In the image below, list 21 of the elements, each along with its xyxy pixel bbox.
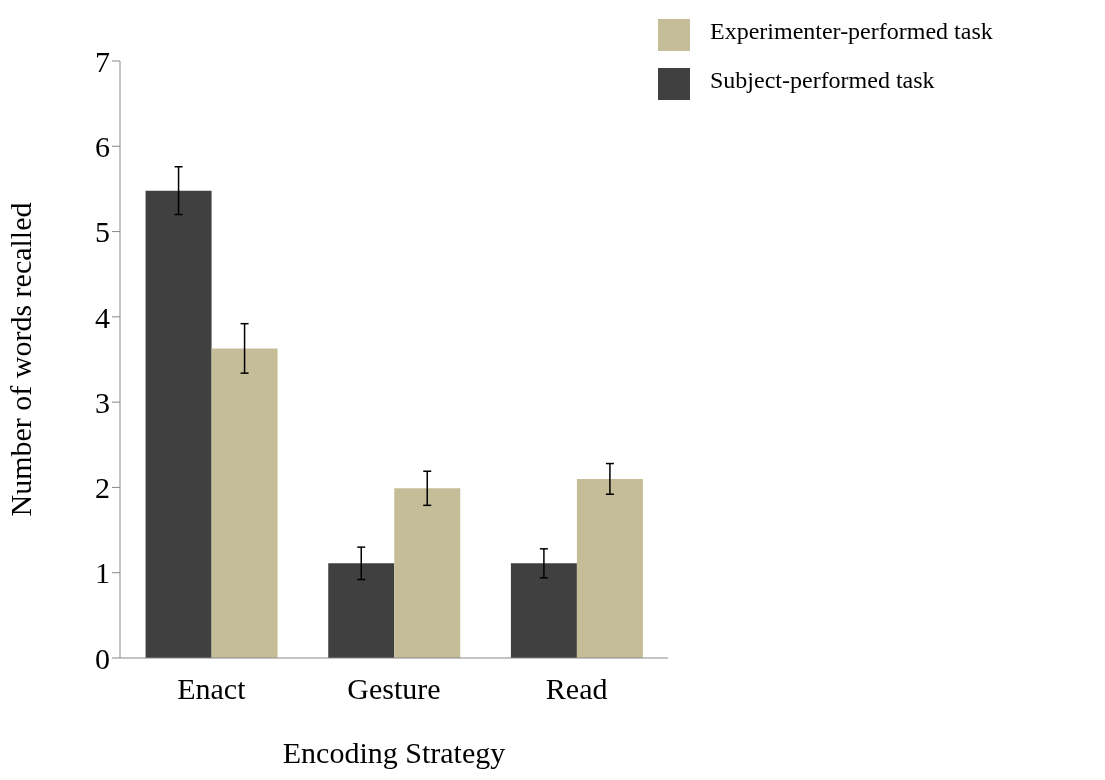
bar	[145, 190, 212, 658]
y-tick-label: 4	[95, 300, 110, 334]
bar	[328, 563, 395, 658]
y-tick-label: 1	[95, 556, 110, 590]
y-axis-title: Number of words recalled	[3, 202, 37, 517]
x-tick-label: Gesture	[347, 672, 441, 706]
x-tick-label: Read	[545, 672, 608, 706]
y-tick-label: 0	[95, 641, 110, 675]
y-tick-label: 5	[95, 215, 110, 249]
bar	[211, 348, 278, 658]
bar	[394, 488, 461, 658]
legend-label: Experimenter-performed task	[710, 18, 993, 44]
y-tick-label: 6	[95, 129, 110, 163]
y-tick-label: 2	[95, 471, 110, 505]
y-tick-label: 3	[95, 385, 110, 419]
bar	[510, 563, 577, 658]
x-tick-label: Enact	[177, 672, 247, 706]
y-tick-label: 7	[95, 44, 110, 78]
x-axis-title: Encoding Strategy	[282, 736, 506, 769]
bar	[576, 478, 643, 658]
legend-label: Subject-performed task	[710, 67, 935, 93]
